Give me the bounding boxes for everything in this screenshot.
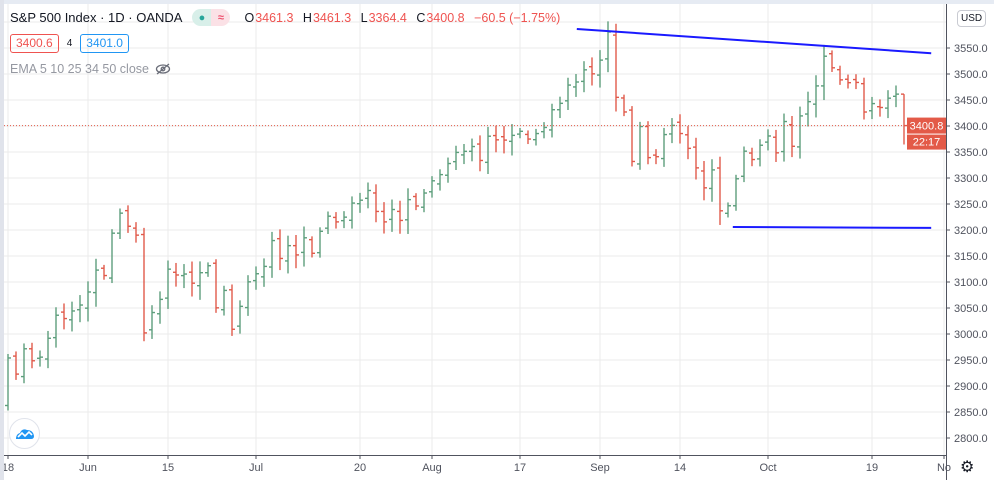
last-price-label: 3400.8 (910, 121, 944, 133)
chart-legend: S&P 500 Index · 1D · OANDA ● ≈ O3461.3 H… (10, 9, 566, 26)
low-label: L (360, 10, 368, 25)
indicator-label: EMA 5 10 25 34 50 close (10, 62, 149, 76)
time-tick-label: 20 (354, 462, 366, 474)
time-tick-label: 15 (162, 462, 174, 474)
support-trendline (732, 225, 932, 229)
quote-buttons: 3400.6 4 3401.0 (10, 34, 129, 53)
close-label: C (416, 10, 426, 25)
eye-off-icon[interactable] (155, 63, 171, 75)
price-tick-label: 2950.0 (954, 355, 988, 367)
price-tick-label: 3400.0 (954, 121, 988, 133)
time-tick-label: 14 (674, 462, 686, 474)
price-tick-label: 3200.0 (954, 225, 988, 237)
open-label: O (244, 10, 255, 25)
time-tick-label: No (937, 462, 951, 474)
ohlc-values: O3461.3 H3461.3 L3364.4 C3400.8 −60.5 (−… (244, 11, 566, 25)
left-border (0, 0, 4, 480)
market-open-dot-icon: ● (192, 9, 212, 26)
sell-button[interactable]: 3400.6 (10, 34, 59, 53)
price-tick-label: 3250.0 (954, 199, 988, 211)
low-value: 3364.4 (368, 10, 407, 25)
symbol-title[interactable]: S&P 500 Index · 1D · OANDA (10, 10, 183, 25)
buy-button[interactable]: 3401.0 (80, 34, 129, 53)
time-tick-label: 17 (514, 462, 526, 474)
price-tick-label: 3000.0 (954, 329, 988, 341)
spread-value: 4 (66, 38, 73, 49)
countdown-badge (907, 134, 946, 150)
time-tick-label: Oct (759, 462, 776, 474)
settings-gear-icon[interactable]: ⚙ (960, 459, 975, 476)
price-tick-label: 3550.0 (954, 43, 988, 55)
time-tick-label: 19 (866, 462, 878, 474)
time-tick-label: Jun (79, 462, 97, 474)
time-tick-label: Jul (249, 462, 263, 474)
time-tick-label: Aug (422, 462, 442, 474)
price-tick-label: 3050.0 (954, 303, 988, 315)
data-delay-icon: ≈ (211, 9, 231, 26)
tradingview-logo-icon[interactable] (9, 418, 40, 449)
resistance-trendline (576, 28, 932, 55)
time-tick-label: 18 (2, 462, 14, 474)
high-value: 3461.3 (312, 10, 352, 25)
open-value: 3461.3 (255, 10, 294, 25)
price-tick-label: 2900.0 (954, 381, 988, 393)
indicator-legend[interactable]: EMA 5 10 25 34 50 close (10, 62, 171, 76)
last-price-badge (907, 117, 946, 134)
change-value: −60.5 (−1.75%) (474, 10, 561, 25)
time-tick-label: Sep (590, 462, 610, 474)
high-label: H (302, 10, 312, 25)
price-tick-label: 3300.0 (954, 173, 988, 185)
price-tick-label: 3350.0 (954, 147, 988, 159)
price-tick-label: 2800.0 (954, 433, 988, 445)
top-strip (0, 0, 994, 4)
countdown-label: 22:17 (913, 137, 941, 149)
price-tick-label: 3150.0 (954, 251, 988, 263)
price-tick-label: 3450.0 (954, 95, 988, 107)
price-tick-label: 3500.0 (954, 69, 988, 81)
close-value: 3400.8 (426, 10, 465, 25)
currency-badge[interactable]: USD (957, 10, 987, 27)
price-tick-label: 3100.0 (954, 277, 988, 289)
price-tick-label: 2850.0 (954, 407, 988, 419)
market-status[interactable]: ● ≈ (192, 9, 231, 26)
